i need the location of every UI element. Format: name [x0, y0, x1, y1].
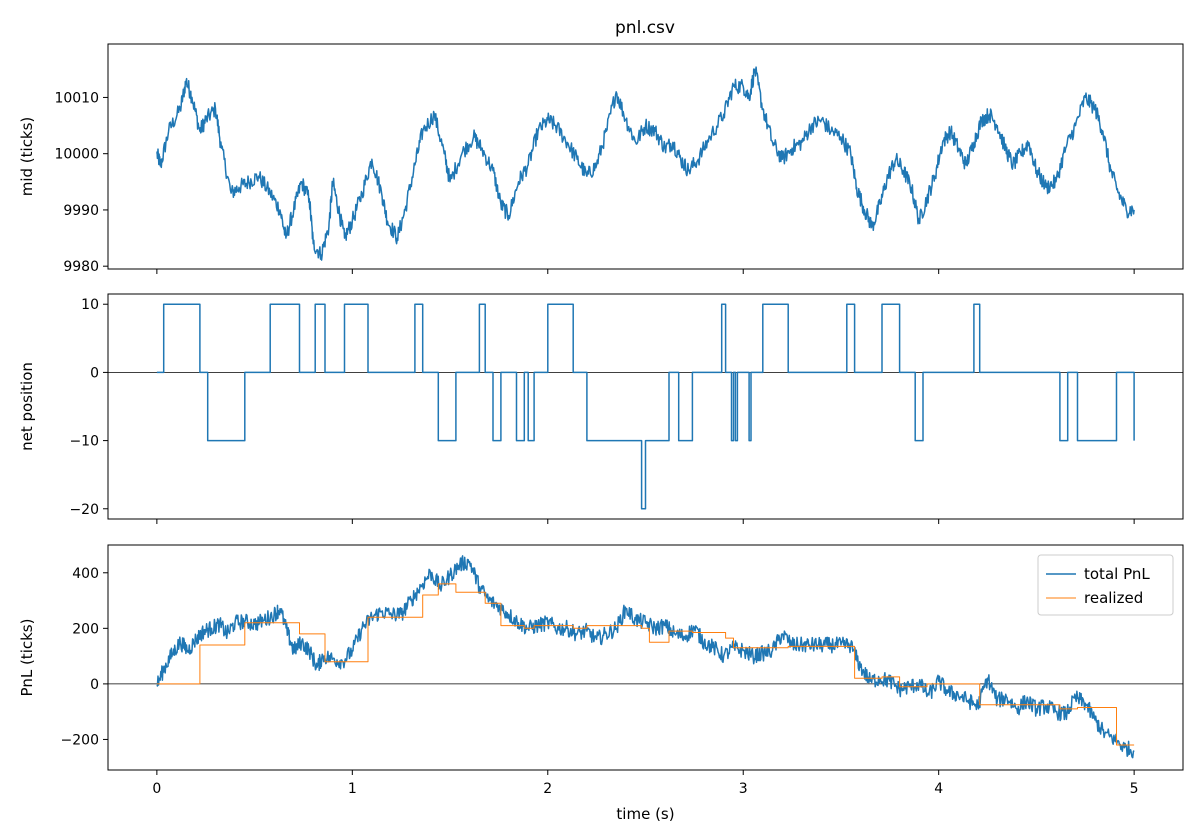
y-tick-label: −200: [61, 732, 99, 748]
x-tick-label: 2: [543, 781, 552, 797]
x-tick-label: 4: [934, 781, 943, 797]
series-line-0-0: [156, 66, 1135, 261]
y-tick-label: 0: [90, 677, 99, 693]
pnl-panel: −200 0 200 400 0 1 2 3 4 5 PnL (ticks) time (s) tota…: [18, 544, 1184, 823]
legend-label: realized: [1084, 589, 1143, 607]
series-line-1-0: [156, 303, 1135, 510]
series-line-total-pnl: [156, 555, 1135, 759]
y-axis-label: mid (ticks): [18, 117, 36, 197]
series-line-realized: [156, 583, 1135, 746]
figure-title: pnl.csv: [615, 18, 675, 38]
y-tick-label: 9980: [63, 259, 99, 275]
x-axis-label: time (s): [616, 805, 674, 823]
y-tick-label: 0: [90, 365, 99, 381]
y-tick-label: 200: [72, 621, 99, 637]
legend: total PnL realized: [1037, 554, 1174, 616]
y-axis-label: net position: [18, 362, 36, 451]
y-tick-label: 10000: [54, 147, 99, 163]
y-tick-label: 10010: [54, 90, 99, 106]
net-position-panel: −20 −10 0 10 net position: [18, 293, 1184, 524]
x-tick-label: 0: [152, 781, 161, 797]
y-tick-label: 400: [72, 566, 99, 582]
axes-frame: [107, 544, 1184, 771]
x-tick-label: 5: [1130, 781, 1139, 797]
axes-frame: [107, 43, 1184, 270]
y-axis-label: PnL (ticks): [18, 619, 36, 697]
axes-frame: [107, 293, 1184, 520]
y-tick-label: −20: [69, 502, 99, 518]
x-tick-label: 3: [739, 781, 748, 797]
mid-price-panel: 9980 9990 10000 10010 mid (ticks): [18, 43, 1184, 275]
y-tick-label: −10: [69, 434, 99, 450]
y-tick-label: 10: [81, 297, 99, 313]
legend-label: total PnL: [1084, 565, 1150, 583]
x-tick-label: 1: [348, 781, 357, 797]
y-tick-label: 9990: [63, 203, 99, 219]
